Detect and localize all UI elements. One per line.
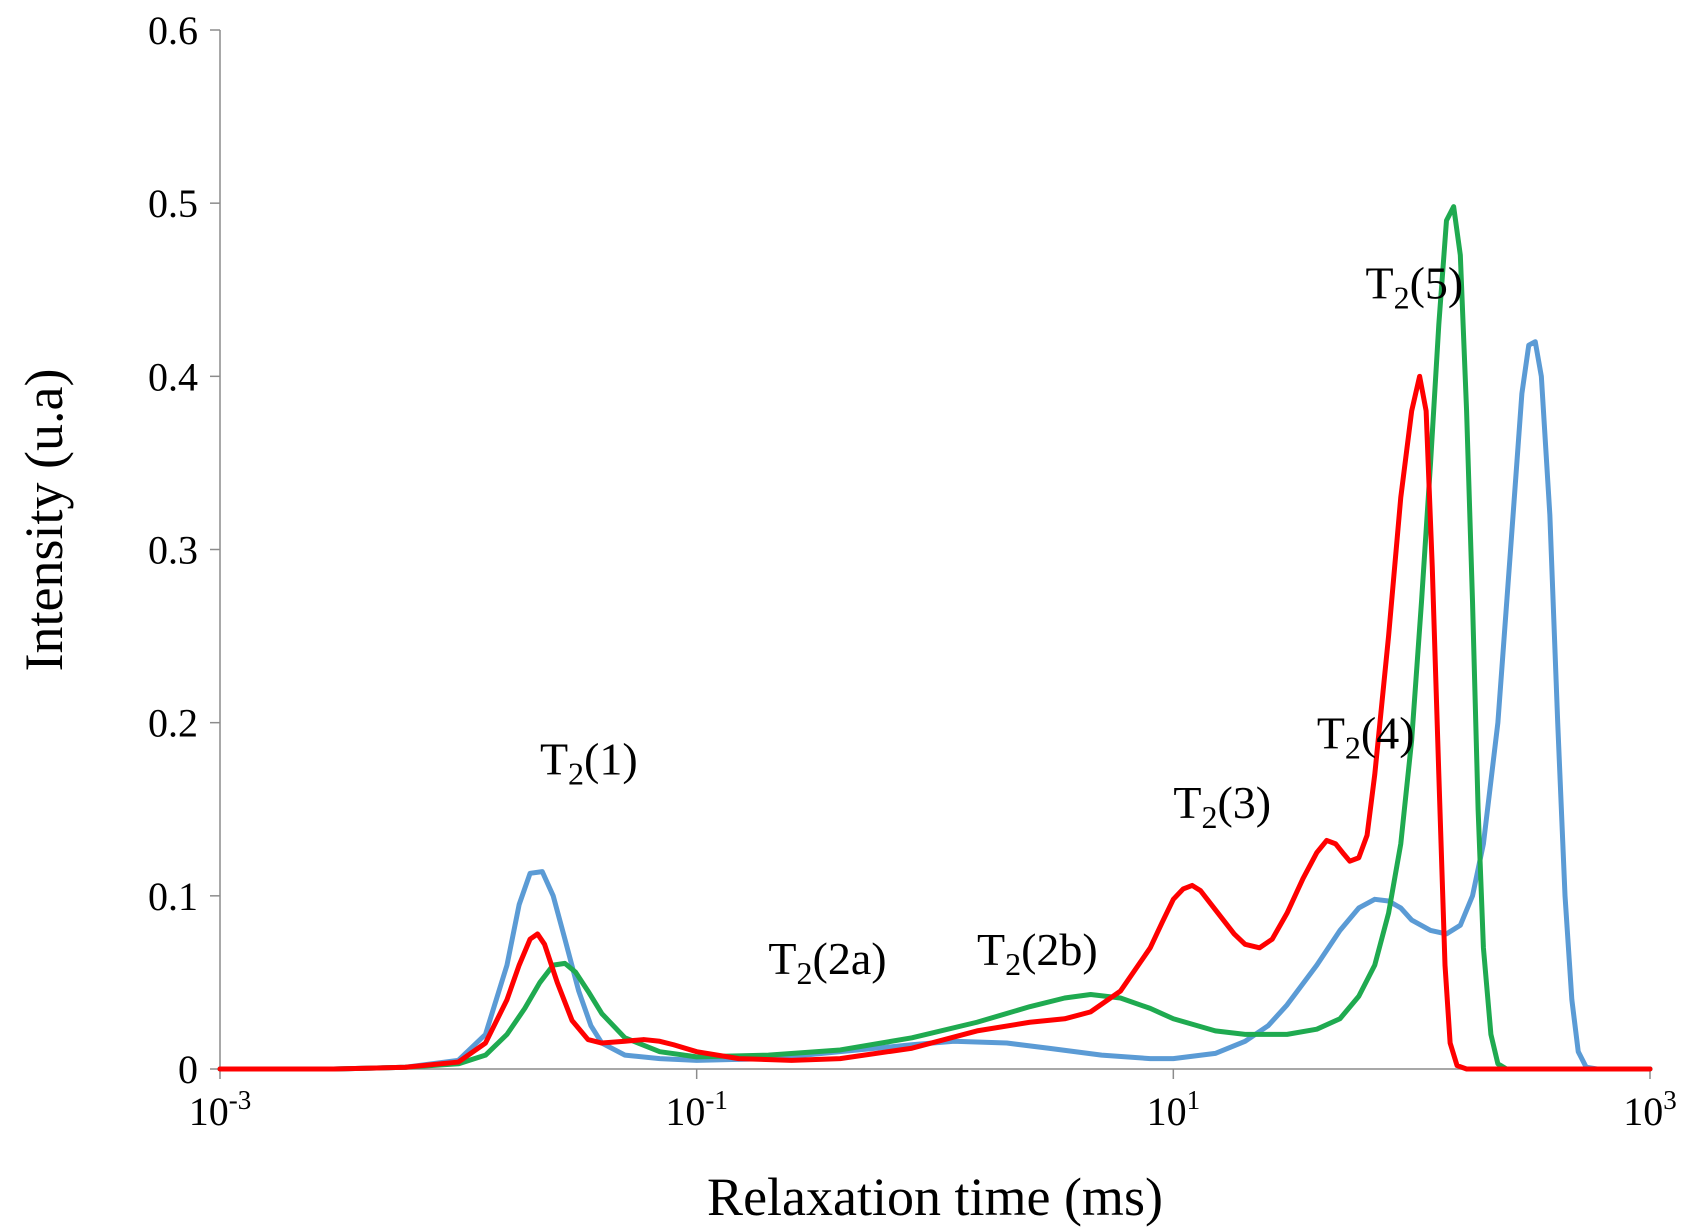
peak-label: T2(1) — [540, 734, 638, 792]
peak-label: T2(4) — [1317, 708, 1415, 766]
series-line-3 — [217, 373, 1653, 1072]
y-tick-label: 0.5 — [148, 181, 198, 226]
series-layer — [217, 204, 1653, 1072]
y-tick-label: 0.3 — [148, 528, 198, 573]
x-tick-label: 10-3 — [189, 1085, 252, 1134]
peak-label: T2(2b) — [977, 924, 1098, 982]
series-line-2 — [217, 204, 1653, 1072]
x-ticks: 10-3 10-1 101 103 — [189, 1069, 1677, 1134]
y-tick-label: 0.1 — [148, 874, 198, 919]
peak-label: T2(5) — [1365, 257, 1463, 315]
y-tick-label: 0 — [178, 1047, 198, 1092]
annotations: T2(1) T2(2a) T2(2b) T2(3) T2(4) T2(5) — [540, 257, 1463, 990]
x-axis-label: Relaxation time (ms) — [707, 1167, 1163, 1227]
x-tick-label: 103 — [1623, 1085, 1677, 1134]
x-axis: 10-3 10-1 101 103 — [189, 1068, 1677, 1134]
y-tick-label: 0.4 — [148, 354, 198, 399]
peak-label: T2(3) — [1173, 777, 1271, 835]
y-axis: 0 0.1 0.2 0.3 0.4 0.5 0.6 — [148, 8, 221, 1092]
y-tick-label: 0.2 — [148, 701, 198, 746]
y-axis-label: Intensity (u.a) — [14, 369, 74, 672]
x-tick-label: 101 — [1147, 1085, 1201, 1134]
x-tick-label: 10-1 — [665, 1085, 728, 1134]
y-ticks: 0 0.1 0.2 0.3 0.4 0.5 0.6 — [148, 8, 220, 1092]
peak-label: T2(2a) — [768, 933, 886, 991]
y-tick-label: 0.6 — [148, 8, 198, 53]
